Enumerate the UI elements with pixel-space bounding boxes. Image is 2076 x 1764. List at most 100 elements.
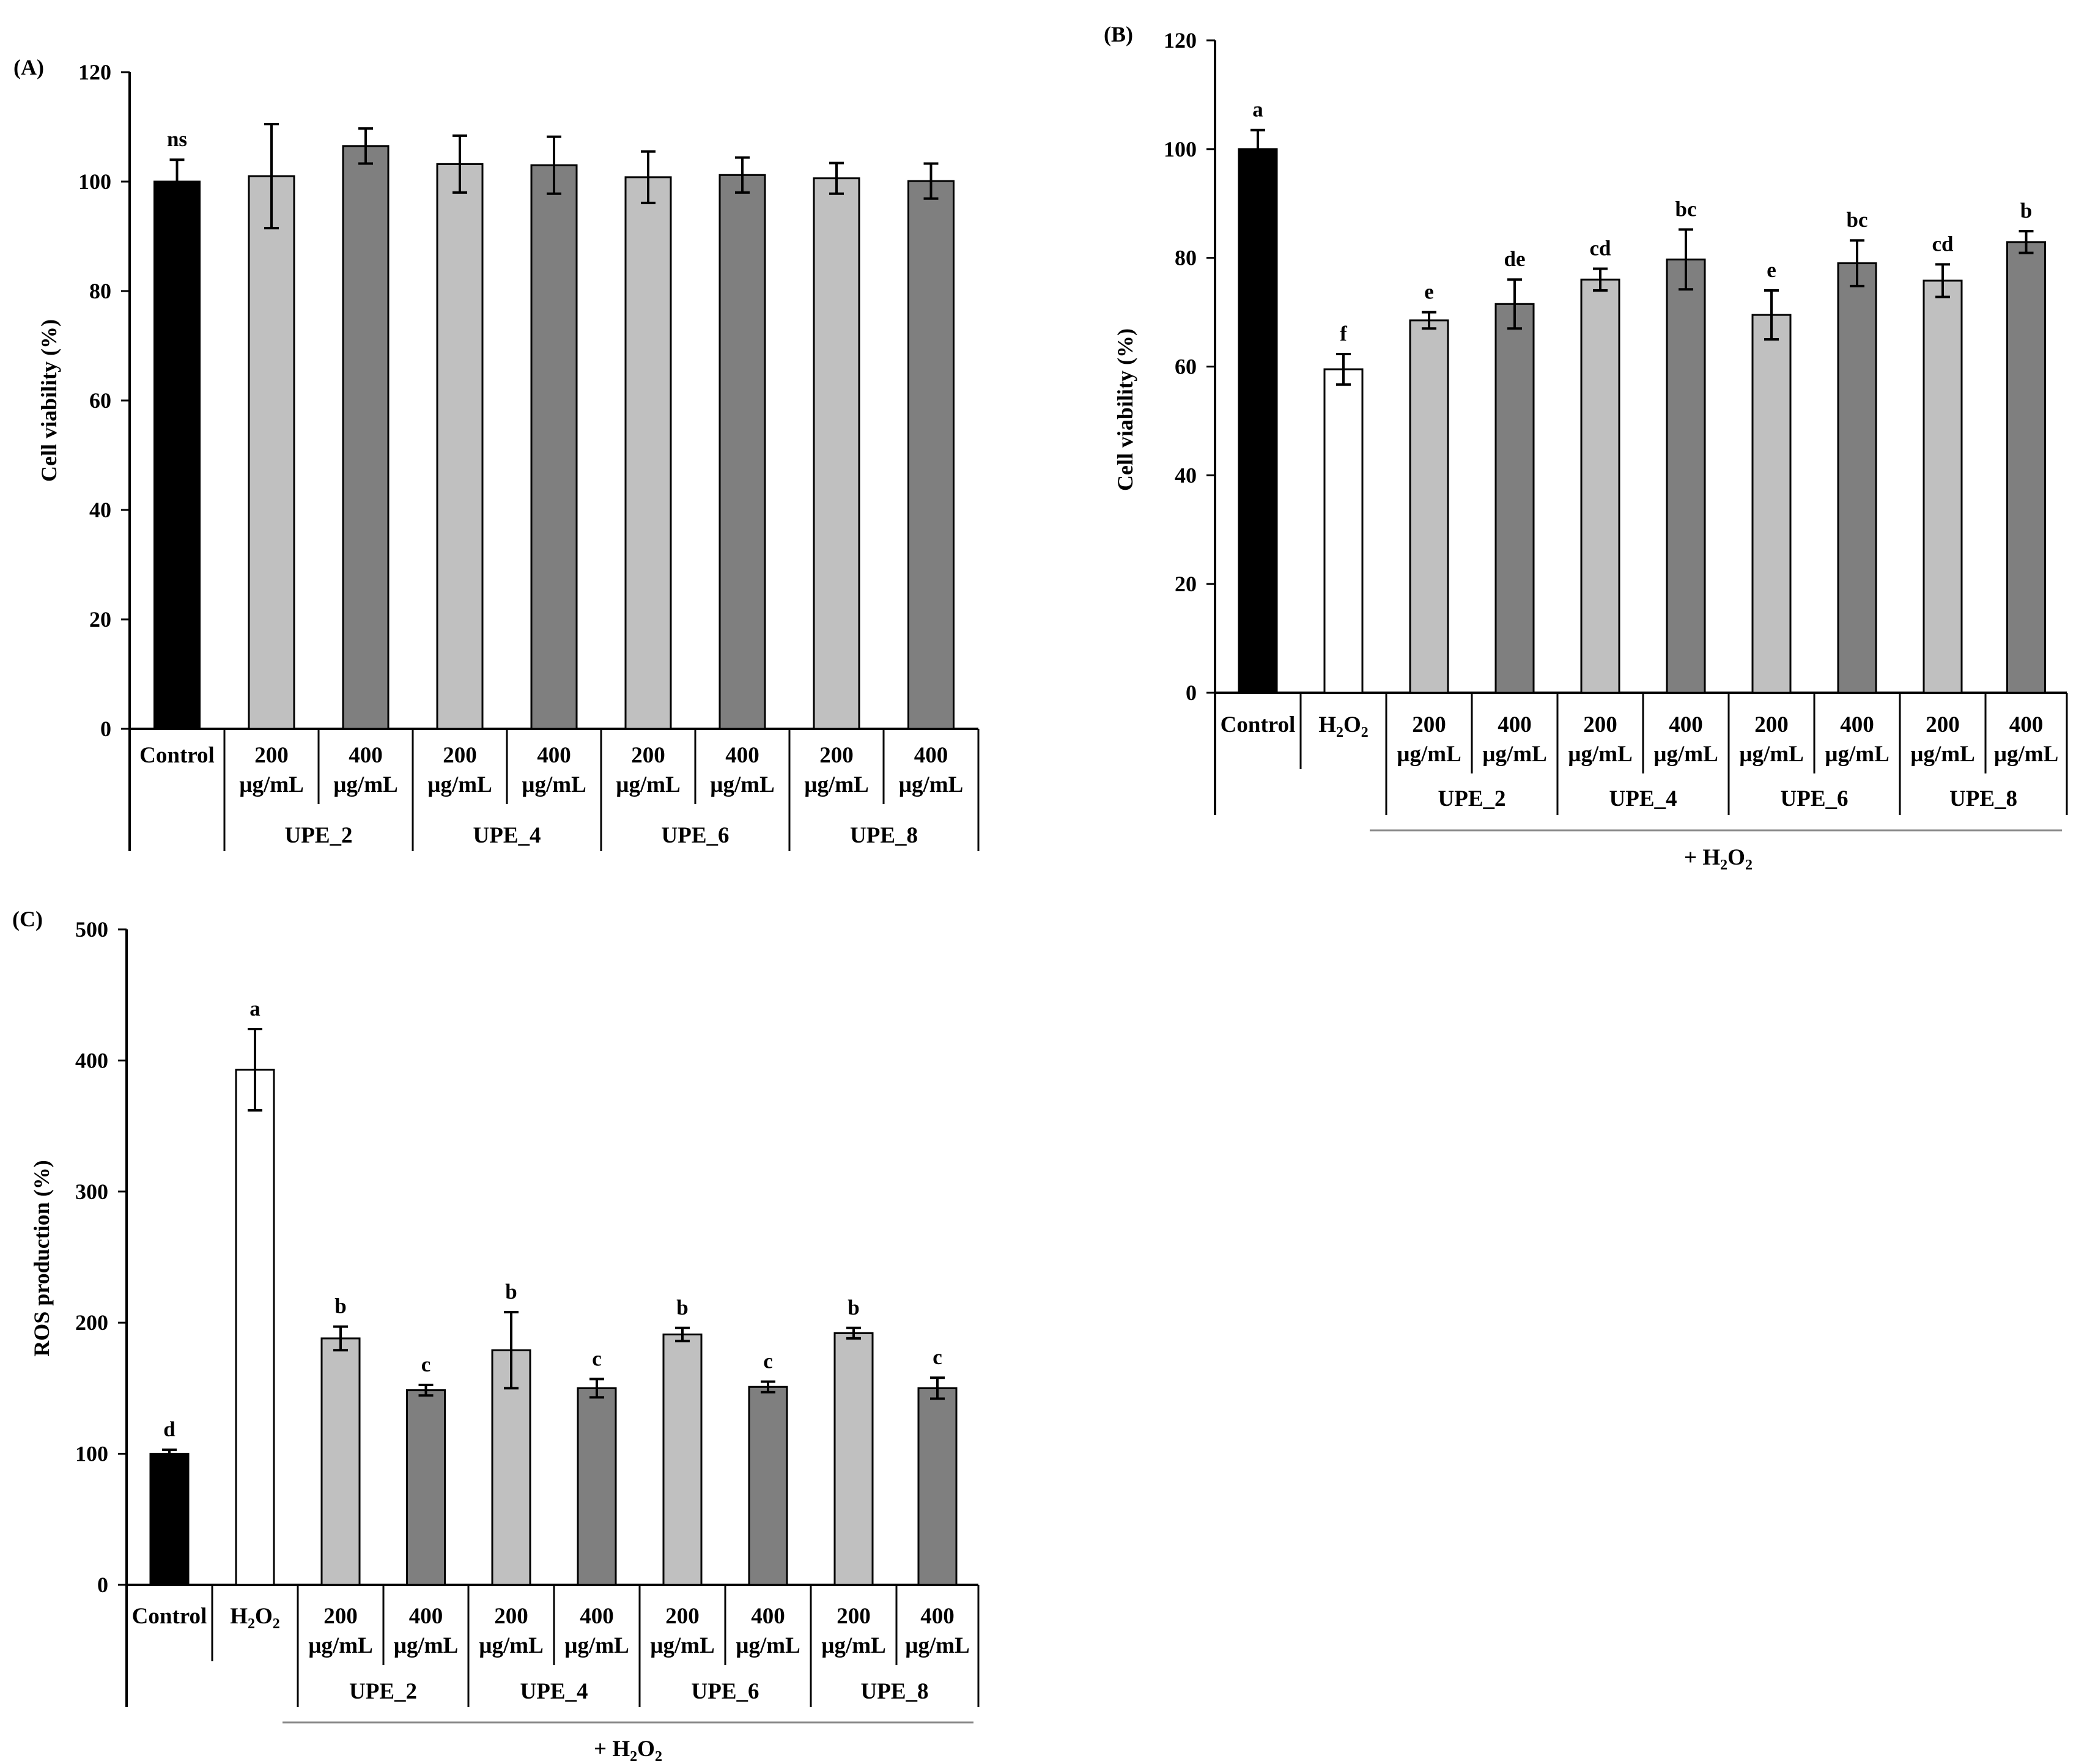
y-tick-label: 80 — [1175, 246, 1197, 270]
h2o2-sub: 2 — [1361, 725, 1369, 740]
dose-label: 200 — [819, 743, 854, 768]
treatment-sub: 2 — [1720, 857, 1727, 873]
dose-unit-label: µg/mL — [821, 1633, 886, 1658]
category-label-h2o2: H2O2 — [1318, 712, 1369, 740]
dose-label: 400 — [1498, 712, 1532, 737]
dose-unit-label: µg/mL — [308, 1633, 373, 1658]
bar-1 — [248, 175, 295, 730]
group-label: UPE_8 — [1949, 786, 2017, 811]
dose-label: 400 — [409, 1604, 443, 1629]
bar-9 — [2006, 241, 2046, 694]
dose-unit-label: µg/mL — [1825, 742, 1889, 767]
group-label: UPE_8 — [850, 823, 918, 848]
bar-2 — [342, 145, 390, 730]
significance-letter: e — [1424, 280, 1434, 304]
group-label: UPE_4 — [473, 823, 541, 848]
y-tick-label: 20 — [1175, 572, 1197, 596]
treatment-sub: 2 — [1745, 857, 1753, 873]
dose-unit-label: µg/mL — [1653, 742, 1718, 767]
dose-unit-label: µg/mL — [1482, 742, 1547, 767]
treatment-sub: 2 — [655, 1749, 662, 1764]
dose-label: 400 — [2009, 712, 2044, 737]
significance-letter: c — [592, 1346, 602, 1370]
dose-unit-label: µg/mL — [564, 1633, 629, 1658]
y-tick-label: 0 — [100, 717, 111, 741]
bar-8 — [907, 180, 955, 730]
h2o2-sub: 2 — [1336, 725, 1343, 740]
y-tick-label: 120 — [1164, 28, 1197, 53]
treatment-sub: 2 — [630, 1749, 637, 1764]
significance-letter: c — [421, 1353, 431, 1376]
dose-unit-label: µg/mL — [616, 772, 681, 797]
panel-b: (B) 0 20 40 60 80 100 120 Cell viability (%) a Co… — [1104, 22, 2068, 873]
dose-label: 200 — [494, 1604, 528, 1629]
bar-4 — [1580, 278, 1620, 694]
dose-unit-label: µg/mL — [427, 772, 492, 797]
y-axis-label: Cell viability (%) — [1113, 328, 1137, 491]
significance-letter: cd — [1590, 236, 1612, 260]
y-tick-label: 60 — [1175, 355, 1197, 379]
h2o2-o: O — [255, 1604, 273, 1629]
panel-b-label: (B) — [1104, 22, 1133, 46]
treatment-label: + H2O2 — [1684, 845, 1753, 873]
significance-letter: c — [763, 1349, 773, 1373]
dose-unit-label: µg/mL — [650, 1633, 715, 1658]
significance-letter: b — [848, 1296, 859, 1319]
group-label: UPE_6 — [662, 823, 730, 848]
dose-unit-label: µg/mL — [394, 1633, 459, 1658]
significance-letter: a — [249, 997, 260, 1020]
h2o2-sub: 2 — [248, 1616, 255, 1632]
dose-label: 400 — [914, 743, 948, 768]
dose-label: 400 — [920, 1604, 955, 1629]
significance-letter: b — [334, 1294, 346, 1318]
bar-7 — [748, 1386, 788, 1586]
y-tick-label: 100 — [75, 1442, 108, 1466]
bar-6 — [1751, 314, 1792, 694]
bar-5 — [577, 1387, 617, 1586]
bar-2 — [320, 1337, 361, 1586]
y-tick-label: 500 — [75, 917, 108, 942]
panel-c: (C) 0 100 200 300 400 500 ROS production (%) d C… — [12, 907, 980, 1764]
dose-unit-label: µg/mL — [1910, 742, 1975, 767]
dose-unit-label: µg/mL — [905, 1633, 970, 1658]
dose-label: 400 — [580, 1604, 614, 1629]
dose-unit-label: µg/mL — [1994, 742, 2059, 767]
y-tick-label: 60 — [89, 388, 111, 413]
group-label: UPE_4 — [520, 1679, 588, 1704]
group-label: UPE_8 — [861, 1679, 929, 1704]
bar-1 — [235, 1068, 275, 1586]
bar-8 — [833, 1332, 874, 1586]
y-tick-label: 80 — [89, 279, 111, 303]
treatment-label: + H2O2 — [594, 1736, 662, 1764]
group-label: UPE_6 — [692, 1679, 759, 1704]
y-tick-label: 20 — [89, 607, 111, 632]
significance-letter: b — [676, 1296, 688, 1319]
dose-unit-label: µg/mL — [804, 772, 869, 797]
significance-letter: d — [163, 1417, 175, 1441]
dose-unit-label: µg/mL — [239, 772, 304, 797]
dose-label: 200 — [1754, 712, 1789, 737]
bar-6 — [718, 174, 766, 730]
bar-7 — [813, 177, 860, 730]
bar-0 — [153, 180, 201, 730]
dose-unit-label: µg/mL — [736, 1633, 800, 1658]
dose-label: 200 — [323, 1604, 358, 1629]
dose-unit-label: µg/mL — [479, 1633, 544, 1658]
y-tick-label: 0 — [97, 1573, 108, 1597]
y-tick-label: 0 — [1186, 681, 1197, 705]
bar-6 — [662, 1333, 703, 1586]
significance-letter: f — [1340, 322, 1347, 345]
bar-4 — [491, 1349, 531, 1586]
dose-unit-label: µg/mL — [710, 772, 775, 797]
bar-3 — [406, 1389, 446, 1586]
dose-label: 400 — [1669, 712, 1703, 737]
bar-0 — [1238, 148, 1278, 694]
dose-label: 200 — [443, 743, 477, 768]
bar-2 — [1409, 319, 1449, 694]
y-axis-label: ROS production (%) — [29, 1160, 54, 1356]
category-label-control: Control — [139, 743, 215, 768]
bar-3 — [1494, 303, 1535, 694]
significance-letter: cd — [1932, 232, 1954, 256]
dose-label: 200 — [1412, 712, 1446, 737]
panel-a: (A) 0 20 40 60 80 100 120 Cell viability (%) ns C… — [13, 55, 980, 851]
